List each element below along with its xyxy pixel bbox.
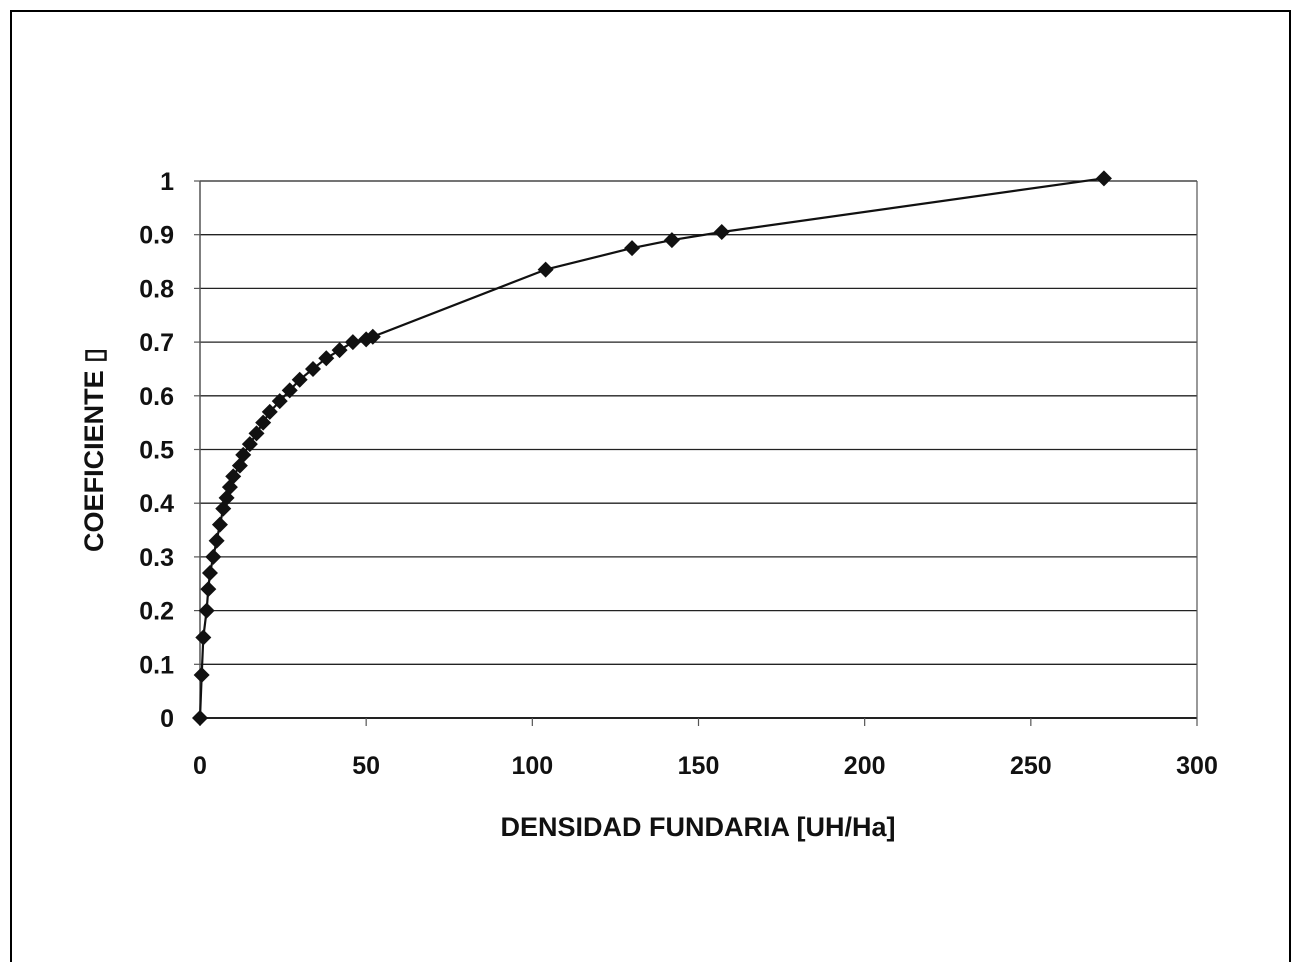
y-tick-label: 0.9: [139, 222, 174, 250]
data-point: [200, 581, 217, 598]
y-axis-title: COEFICIENTE ▯: [79, 348, 109, 552]
x-tick-label: 50: [352, 752, 380, 780]
data-point: [255, 414, 272, 431]
x-tick-label: 250: [1010, 752, 1052, 780]
series-line: [198, 177, 1105, 719]
x-tick-label: 300: [1176, 752, 1218, 780]
data-point: [208, 532, 225, 549]
y-tick-label: 0: [160, 705, 174, 733]
data-point: [1095, 170, 1112, 187]
y-tick-label: 1: [160, 168, 174, 196]
data-point: [225, 468, 242, 485]
y-tick-label: 0.7: [139, 329, 174, 357]
data-point: [248, 425, 265, 442]
data-point: [364, 328, 381, 345]
data-point: [281, 382, 298, 399]
y-tick-label: 0.2: [139, 598, 174, 626]
data-point: [304, 360, 321, 377]
x-tick-label: 100: [511, 752, 553, 780]
data-point: [198, 602, 215, 619]
data-point: [201, 565, 218, 582]
data-point: [193, 667, 210, 684]
x-axis-title: DENSIDAD FUNDARIA [UH/Ha]: [501, 812, 896, 842]
data-point: [624, 240, 641, 257]
data-point: [235, 446, 252, 463]
data-point: [261, 403, 278, 420]
y-tick-label: 0.3: [139, 544, 174, 572]
grid-lines: [200, 180, 1197, 719]
series-markers: [192, 170, 1112, 726]
data-point: [344, 334, 361, 351]
data-point: [241, 436, 258, 453]
x-tick-label: 0: [193, 752, 207, 780]
data-point: [331, 342, 348, 359]
y-tick-labels: 0 0.1 0.2 0.3 0.4 0.5 0.6 0.7 0.8 0.9 1: [139, 168, 174, 733]
y-tick-label: 0.5: [139, 437, 174, 465]
x-tick-label: 200: [844, 752, 886, 780]
x-tick-label: 150: [678, 752, 720, 780]
y-tick-label: 0.8: [139, 275, 174, 303]
data-point: [537, 261, 554, 278]
series-line-group: [198, 177, 1105, 719]
y-tick-label: 0.1: [139, 651, 174, 679]
data-point: [211, 516, 228, 533]
data-point: [318, 350, 335, 367]
data-point: [713, 224, 730, 241]
x-tick-labels: 0 50 100 150 200 250 300: [193, 752, 1218, 780]
y-tick-label: 0.4: [139, 490, 174, 518]
data-point: [271, 393, 288, 410]
data-point: [663, 232, 680, 249]
data-point: [192, 710, 208, 726]
data-point: [291, 371, 308, 388]
plot-area: [194, 180, 1198, 726]
data-point: [195, 629, 212, 646]
y-tick-label: 0.6: [139, 383, 174, 411]
data-point: [205, 548, 222, 565]
